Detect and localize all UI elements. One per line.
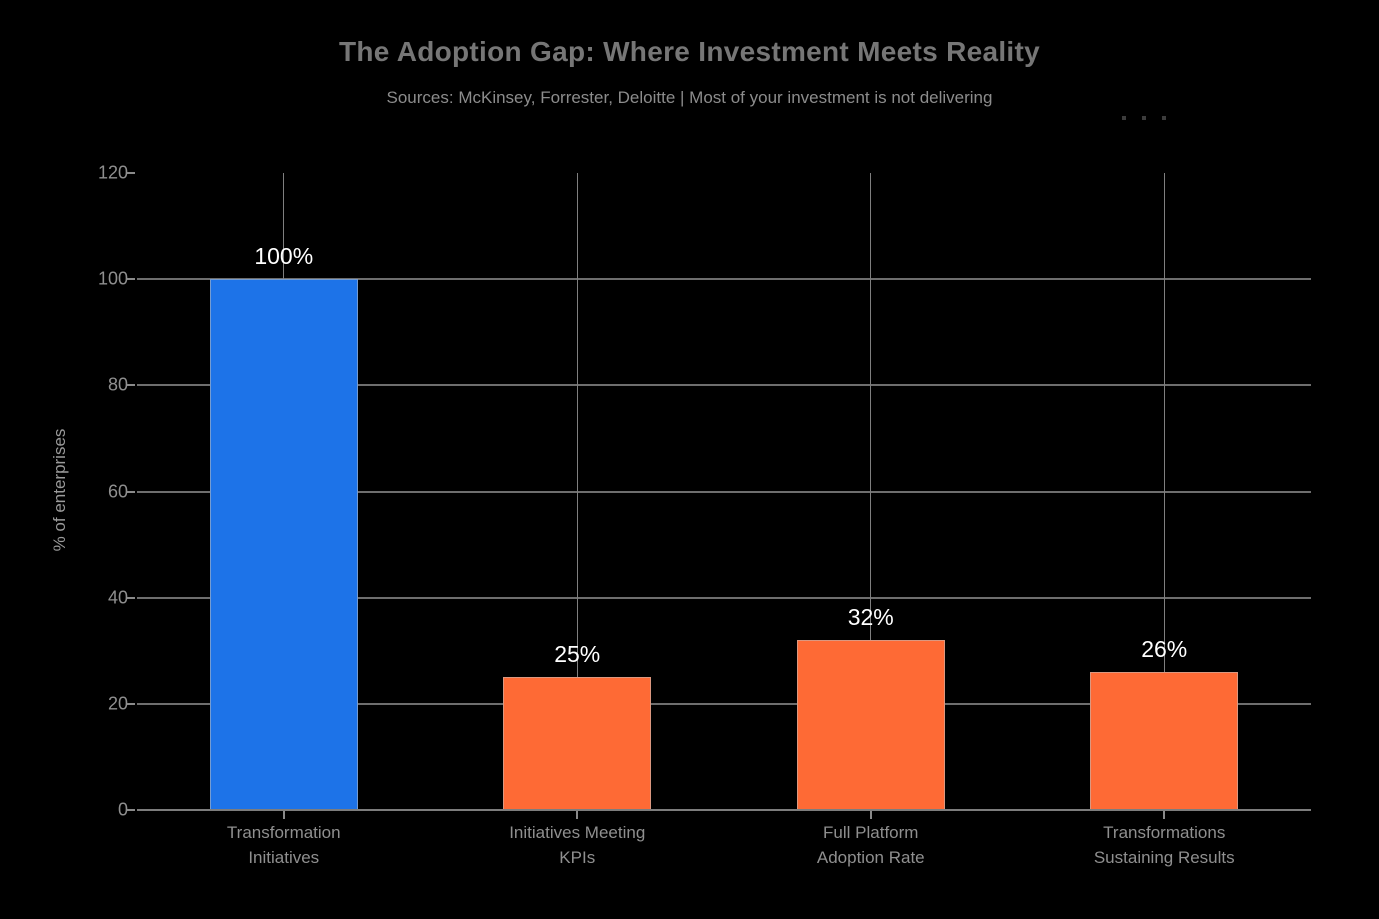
x-category-label-line: Adoption Rate [816,848,925,867]
x-tick [282,811,285,819]
y-tick-label: 60 [107,481,128,501]
x-category-label: Full Platform Adoption Rate [731,820,1011,870]
y-tick [126,809,135,811]
y-gridline [137,596,1311,599]
y-tick [126,384,135,387]
x-category-label-line: Sustaining Results [1093,848,1235,867]
bar-value-label: 26% [1141,635,1188,662]
x-category-label-line: Transformation [226,823,341,842]
x-category-label-line: Transformations [1103,823,1226,842]
x-axis-line [137,809,1311,811]
x-category-label-line: KPIs [559,848,596,867]
y-gridline [137,490,1311,493]
y-tick-label: 100 [97,268,128,289]
bar-value-label: 100% [254,243,314,270]
ellipsis-dot [1162,116,1166,120]
x-category-label-line: Full Platform [823,823,919,842]
bar-full-platform-adoption-rate[interactable] [796,640,945,810]
x-tick [869,811,872,819]
x-gridline [1163,173,1165,810]
y-tick [126,596,135,599]
x-tick [1163,811,1166,819]
x-category-label: Initiatives Meeting KPIs [437,820,717,870]
bar-value-label: 25% [554,641,601,668]
y-gridline [137,278,1311,281]
y-tick [126,490,135,493]
ellipsis-dot [1122,116,1126,120]
y-tick-label: 80 [107,374,128,395]
y-tick [126,702,135,705]
x-category-label: Transformation Initiatives [144,820,424,870]
more-options-icon[interactable] [1122,113,1166,123]
x-category-label-line: Initiatives Meeting [509,823,646,842]
bar-initiatives-meeting-kpis[interactable] [503,677,652,810]
bar-transformation-initiatives[interactable] [209,279,358,810]
x-tick [576,811,579,819]
y-tick-label: 40 [107,587,128,608]
y-tick-label: 0 [117,799,128,820]
y-gridline [137,702,1311,705]
y-tick-label: 120 [97,162,128,183]
x-category-label-line: Initiatives [248,848,320,867]
x-gridline [576,173,578,810]
chart-subtitle: Sources: McKinsey, Forrester, Deloitte |… [386,88,993,107]
ellipsis-dot [1142,116,1146,120]
chart-title: The Adoption Gap: Where Investment Meets… [338,36,1040,67]
y-tick-label: 20 [107,693,128,714]
x-gridline [870,173,872,810]
y-tick [126,172,135,174]
y-tick [126,278,135,281]
bar-value-label: 32% [847,604,894,631]
bar-transformations-sustaining-results[interactable] [1090,671,1239,810]
x-category-label: Transformations Sustaining Results [1024,820,1304,870]
y-gridline [137,384,1311,387]
